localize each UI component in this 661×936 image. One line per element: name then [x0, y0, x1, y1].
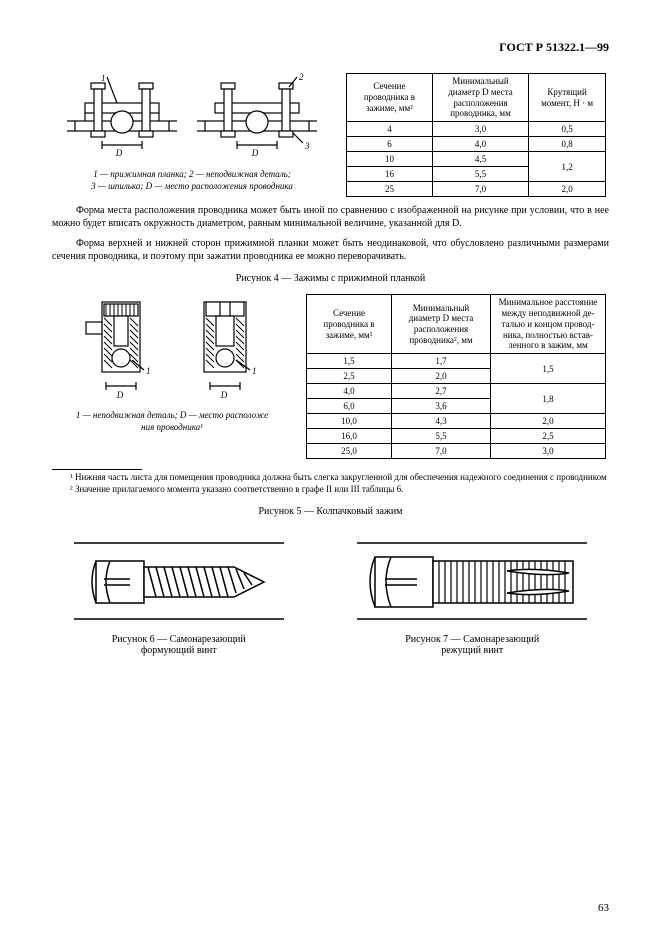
paragraph-2: Форма верхней и нижней сторон прижимной …: [52, 238, 609, 263]
t1-r4c2: 2,0: [529, 182, 606, 197]
svg-text:D: D: [220, 390, 228, 400]
t1-r1c1: 4,0: [432, 137, 528, 152]
figure6-caption: Рисунок 6 — Самонарезающий формующий вин…: [74, 634, 284, 656]
t1-r3c1: 5,5: [432, 167, 528, 182]
footnote1-text: ¹ Нижняя часть листа для помещения прово…: [70, 472, 607, 482]
para2-text: Форма верхней и нижней сторон прижимной …: [52, 238, 609, 262]
clamp-diagram-a: 1 D: [67, 73, 177, 163]
t1-h1: Сечение проводника в зажиме, мм²: [347, 74, 433, 122]
svg-text:1: 1: [101, 73, 106, 83]
t2-r0c2: 1,5: [491, 354, 606, 384]
t1-r4c0: 25: [347, 182, 433, 197]
t1-r0c2: 0,5: [529, 122, 606, 137]
t1-r1c2: 0,8: [529, 137, 606, 152]
t1-r1c0: 6: [347, 137, 433, 152]
doc-header: ГОСТ Р 51322.1—99: [52, 40, 609, 55]
svg-text:D: D: [251, 148, 259, 158]
t2-r2c1: 2,7: [392, 384, 491, 399]
t1-r3c0: 16: [347, 167, 433, 182]
clamp-diagram-b: 2 3 D: [197, 73, 317, 163]
footnote-2: ² Значение прилагаемого момента указано …: [52, 484, 609, 496]
t2-r4c2: 2,0: [491, 414, 606, 429]
t2-r2c0: 4,0: [307, 384, 392, 399]
t2-r3c0: 6,0: [307, 399, 392, 414]
t2-r5c0: 16,0: [307, 429, 392, 444]
t2-r0c0: 1,5: [307, 354, 392, 369]
svg-text:1: 1: [146, 366, 151, 376]
t2-r5c1: 5,5: [392, 429, 491, 444]
figure5-legend: 1 — неподвижная деталь; D — место распол…: [52, 410, 292, 433]
t2-r1c0: 2,5: [307, 369, 392, 384]
footnote2-text: ² Значение прилагаемого момента указано …: [70, 484, 403, 494]
screw-cutting: [357, 537, 587, 627]
caption7-line1: Рисунок 7 — Самонарезающий: [405, 634, 539, 645]
caption6-line1: Рисунок 6 — Самонарезающий: [112, 634, 246, 645]
t2-r1c1: 2,0: [392, 369, 491, 384]
t2-r6c2: 3,0: [491, 444, 606, 459]
table1: Сечение проводника в зажиме, мм² Минимал…: [346, 73, 606, 197]
svg-text:3: 3: [304, 141, 310, 151]
t1-r0c1: 3,0: [432, 122, 528, 137]
page-number: 63: [598, 902, 609, 914]
figure5-caption: Рисунок 5 — Колпачковый зажим: [52, 506, 609, 517]
figure4-legend: 1 — прижимная планка; 2 — неподвижная де…: [52, 169, 332, 192]
t2-r5c2: 2,5: [491, 429, 606, 444]
footnote-rule: [52, 469, 142, 470]
legend2-line2: ния проводника¹: [141, 422, 203, 432]
screw-forming: [74, 537, 284, 627]
svg-text:2: 2: [299, 73, 304, 82]
t2-h2: Минимальный диаметр D места располо­жени…: [392, 295, 491, 354]
t2-r3c1: 3,6: [392, 399, 491, 414]
t1-h2: Минимальный диаметр D места располо­жени…: [432, 74, 528, 122]
cap-clamp-a: 1 D: [74, 294, 164, 404]
t1-r2c2: 1,2: [529, 152, 606, 182]
table2: Сечение проводника в зажиме, мм² Минимал…: [306, 294, 606, 459]
figure4-diagram: 1 D: [52, 73, 332, 163]
figure4-section: 1 D: [52, 73, 609, 197]
t2-h1: Сечение проводника в зажиме, мм²: [307, 295, 392, 354]
t2-h3: Минимальное расстояние между неподвижной…: [491, 295, 606, 354]
figure5-section: 1 D: [52, 294, 609, 459]
figure7-caption: Рисунок 7 — Самонарезающий режущий винт: [357, 634, 587, 656]
svg-text:1: 1: [252, 366, 257, 376]
cap-clamp-b: 1 D: [180, 294, 270, 404]
t1-r4c1: 7,0: [432, 182, 528, 197]
figure4-caption: Рисунок 4 — Зажимы с прижимной планкой: [52, 273, 609, 284]
paragraph-1: Форма места расположения проводника може…: [52, 205, 609, 230]
svg-text:D: D: [115, 148, 123, 158]
footnote-1: ¹ Нижняя часть листа для помещения прово…: [52, 472, 609, 484]
caption7-line2: режущий винт: [441, 645, 503, 656]
t2-r6c1: 7,0: [392, 444, 491, 459]
figure5-diagram: 1 D: [52, 294, 292, 404]
t2-r4c0: 10,0: [307, 414, 392, 429]
t1-h3: Крутящий момент, Н · м: [529, 74, 606, 122]
svg-text:D: D: [116, 390, 124, 400]
t2-r4c1: 4,3: [392, 414, 491, 429]
caption6-line2: формующий винт: [141, 645, 217, 656]
legend2-line1: 1 — неподвижная деталь; D — место распол…: [76, 410, 268, 420]
t2-r2c2: 1,8: [491, 384, 606, 414]
t2-r0c1: 1,7: [392, 354, 491, 369]
para1-text: Форма места расположения проводника може…: [52, 205, 609, 229]
legend1-line2: 3 — шпилька; D — место расположения пров…: [91, 181, 293, 191]
t1-r2c1: 4,5: [432, 152, 528, 167]
t1-r2c0: 10: [347, 152, 433, 167]
screws-section: Рисунок 6 — Самонарезающий формующий вин…: [52, 537, 609, 666]
legend1-line1: 1 — прижимная планка; 2 — неподвижная де…: [93, 169, 291, 179]
t1-r0c0: 4: [347, 122, 433, 137]
t2-r6c0: 25,0: [307, 444, 392, 459]
